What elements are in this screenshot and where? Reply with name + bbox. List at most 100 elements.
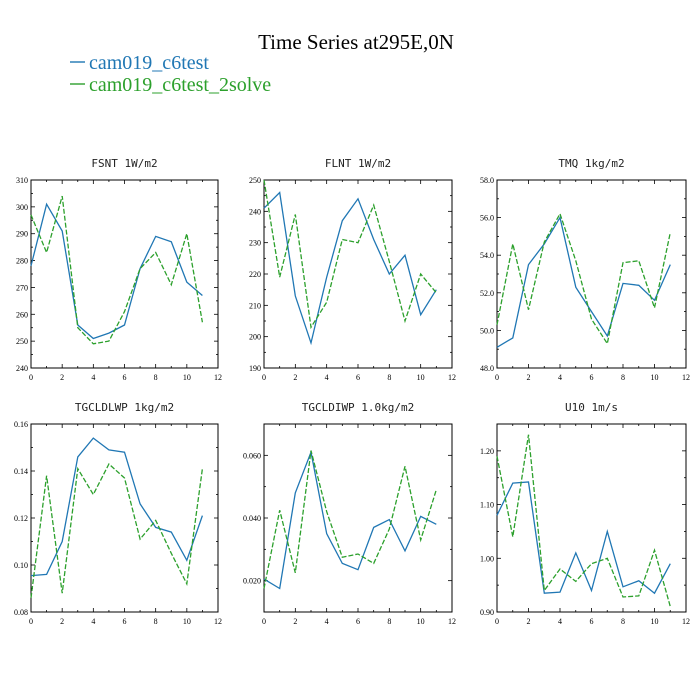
- y-tick-label: 0.16: [14, 420, 28, 429]
- series-line-1: [263, 191, 437, 346]
- y-tick-label: 210: [249, 301, 261, 310]
- x-tick-label: 10: [417, 617, 425, 626]
- x-tick-label: 10: [651, 373, 659, 382]
- x-tick-label: 0: [495, 617, 499, 626]
- y-tick-label: 52.0: [480, 289, 494, 298]
- y-tick-label: 240: [249, 207, 261, 216]
- panel-2: FLNT 1W/m2 0 2 4 6 8 10 12 190 200 210 220 230 240 250: [249, 157, 456, 382]
- panel-title: U10 1m/s: [565, 401, 618, 414]
- x-tick-label: 0: [29, 617, 33, 626]
- y-tick-label: 0.020: [243, 577, 261, 586]
- y-tick-label: 54.0: [480, 251, 494, 260]
- y-tick-label: 240: [16, 364, 28, 373]
- y-tick-label: 250: [249, 176, 261, 185]
- plot-frame: [496, 179, 687, 369]
- x-tick-label: 6: [590, 617, 594, 626]
- series-line-1: [30, 437, 204, 577]
- panel-title: FSNT 1W/m2: [91, 157, 157, 170]
- y-tick-label: 0.12: [14, 514, 28, 523]
- y-tick-label: 190: [249, 364, 261, 373]
- x-tick-label: 2: [293, 617, 297, 626]
- panel-3: TMQ 1kg/m2 0 2 4 6 8 10 12 48.0 50.0 52.0 54.0 56.0 5…: [480, 157, 690, 382]
- panel-title: TGCLDLWP 1kg/m2: [75, 401, 174, 414]
- legend-label-series-1: cam019_c6test: [89, 52, 209, 74]
- x-tick-label: 4: [558, 373, 562, 382]
- x-tick-label: 8: [621, 617, 625, 626]
- series-line-2: [496, 434, 671, 607]
- x-tick-label: 0: [495, 373, 499, 382]
- series-line-1: [496, 215, 671, 348]
- y-tick-label: 0.90: [480, 608, 494, 617]
- y-tick-label: 50.0: [480, 326, 494, 335]
- panel-title: TMQ 1kg/m2: [558, 157, 624, 170]
- panel-1: FSNT 1W/m2 0 2 4 6 8 10 12 240 250 260 270 280 290 300…: [16, 157, 222, 382]
- x-tick-label: 0: [262, 373, 266, 382]
- series-line-2: [263, 179, 437, 330]
- panels-grid: FSNT 1W/m20 2 4 6 8 10 12240250260270280290300…: [14, 157, 690, 626]
- x-tick-label: 8: [154, 373, 158, 382]
- x-tick-label: 6: [123, 373, 127, 382]
- x-tick-label: 10: [183, 617, 191, 626]
- x-tick-label: 2: [527, 617, 531, 626]
- x-tick-label: 10: [417, 373, 425, 382]
- panel-4: TGCLDLWP 1kg/m2 0 2 4 6 8 10 12 0.08 0.10 0.12 0.14…: [14, 401, 222, 626]
- panel-title: FLNT 1W/m2: [325, 157, 391, 170]
- figure-legend: cam019_c6test cam019_c6test_2solve: [70, 52, 271, 96]
- x-tick-label: 2: [527, 373, 531, 382]
- x-tick-label: 4: [325, 373, 329, 382]
- y-tick-label: 1.20: [480, 447, 494, 456]
- y-tick-label: 48.0: [480, 364, 494, 373]
- plot-frame: [496, 423, 687, 613]
- x-tick-label: 4: [325, 617, 329, 626]
- x-tick-label: 6: [590, 373, 594, 382]
- x-tick-label: 8: [387, 617, 391, 626]
- y-tick-label: 0.10: [14, 561, 28, 570]
- x-tick-label: 12: [214, 617, 222, 626]
- x-tick-label: 6: [356, 617, 360, 626]
- y-tick-label: 0.060: [243, 451, 261, 460]
- y-tick-label: 310: [16, 176, 28, 185]
- x-tick-label: 10: [183, 373, 191, 382]
- y-tick-label: 300: [16, 203, 28, 212]
- series-line-2: [30, 195, 204, 345]
- y-tick-label: 58.0: [480, 176, 494, 185]
- y-tick-label: 220: [249, 270, 261, 279]
- x-tick-label: 6: [123, 617, 127, 626]
- x-tick-label: 10: [651, 617, 659, 626]
- panel-5: TGCLDIWP 1.0kg/m2 0 2 4 6 8 10 12 0.020 0.040 0.06…: [243, 401, 456, 626]
- x-tick-label: 4: [558, 617, 562, 626]
- y-tick-label: 270: [16, 283, 28, 292]
- x-tick-label: 12: [682, 617, 690, 626]
- x-tick-label: 0: [29, 373, 33, 382]
- x-tick-label: 8: [154, 617, 158, 626]
- figure-title: Time Series at295E,0N: [258, 30, 454, 54]
- x-tick-label: 2: [60, 617, 64, 626]
- y-tick-label: 260: [16, 310, 28, 319]
- y-tick-label: 0.14: [14, 467, 28, 476]
- y-tick-label: 280: [16, 257, 28, 266]
- x-tick-label: 4: [91, 617, 95, 626]
- panel-6: U10 1m/s 0 2 4 6 8 10 12 0.90 1.00 1.10 1.20: [480, 401, 690, 626]
- y-tick-label: 250: [16, 337, 28, 346]
- y-tick-label: 200: [249, 333, 261, 342]
- series-line-2: [263, 450, 437, 589]
- y-tick-label: 0.040: [243, 514, 261, 523]
- x-tick-label: 12: [448, 617, 456, 626]
- x-tick-label: 12: [448, 373, 456, 382]
- y-tick-label: 1.10: [480, 501, 494, 510]
- y-tick-label: 1.00: [480, 554, 494, 563]
- y-tick-label: 0.08: [14, 608, 28, 617]
- x-tick-label: 6: [356, 373, 360, 382]
- y-tick-label: 56.0: [480, 214, 494, 223]
- series-line-2: [496, 212, 671, 346]
- x-tick-label: 8: [621, 373, 625, 382]
- series-line-1: [30, 202, 203, 340]
- x-tick-label: 2: [293, 373, 297, 382]
- series-line-2: [30, 462, 204, 598]
- x-tick-label: 4: [91, 373, 95, 382]
- x-tick-label: 2: [60, 373, 64, 382]
- x-tick-label: 12: [214, 373, 222, 382]
- series-line-1: [496, 481, 671, 595]
- legend-label-series-2: cam019_c6test_2solve: [89, 74, 271, 96]
